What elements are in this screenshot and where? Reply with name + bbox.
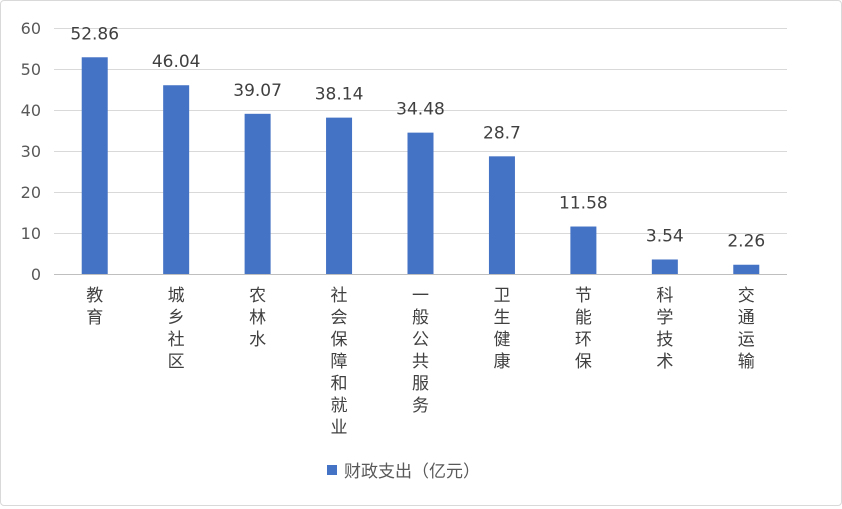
y-axis-ticks: 0 10 20 30 40 50 60 [21, 19, 41, 284]
bar[interactable] [651, 259, 678, 274]
bar[interactable] [244, 113, 271, 274]
bar[interactable] [81, 57, 108, 274]
category-label: 卫生健康 [493, 286, 510, 372]
y-tick-label: 60 [21, 19, 41, 38]
bar[interactable] [570, 226, 597, 274]
data-label: 52.86 [70, 24, 119, 44]
category-label: 社会保障和就业 [331, 286, 348, 438]
data-label: 39.07 [233, 81, 282, 101]
bar[interactable] [326, 117, 353, 274]
y-tick-label: 30 [21, 142, 41, 161]
bars [81, 57, 760, 275]
category-label: 城乡社区 [168, 286, 185, 372]
bar[interactable] [407, 132, 434, 274]
y-tick-label: 10 [21, 224, 41, 243]
data-label: 46.04 [152, 52, 201, 72]
data-label: 28.7 [483, 123, 521, 143]
category-label: 农林水 [249, 286, 266, 350]
category-label: 教育 [86, 286, 103, 328]
category-label: 科学技术 [656, 286, 673, 372]
data-label: 34.48 [396, 100, 445, 120]
category-label: 交通运输 [738, 286, 755, 372]
data-label: 3.54 [646, 226, 684, 246]
data-label: 38.14 [315, 85, 364, 105]
category-labels: 教育 城乡社区 农林水 社会保障和就业 一般公共服务 卫生健康 节能环保 科学技术 交通运输 [86, 286, 755, 438]
legend-label: 财政支出（亿元） [344, 462, 480, 482]
data-labels: 52.86 46.04 39.07 38.14 34.48 28.7 11.58 3.54 2.… [70, 24, 765, 251]
data-label: 11.58 [559, 194, 608, 214]
y-tick-label: 20 [21, 183, 41, 202]
bar[interactable] [488, 156, 515, 274]
legend-swatch [327, 465, 337, 475]
category-label: 节能环保 [575, 286, 592, 372]
bar[interactable] [163, 85, 190, 275]
y-tick-label: 50 [21, 60, 41, 79]
category-label: 一般公共服务 [412, 286, 429, 416]
legend[interactable]: 财政支出（亿元） [327, 462, 480, 482]
data-label: 2.26 [727, 232, 765, 252]
y-tick-label: 0 [31, 265, 41, 284]
y-tick-label: 40 [21, 101, 41, 120]
bar[interactable] [733, 264, 760, 274]
